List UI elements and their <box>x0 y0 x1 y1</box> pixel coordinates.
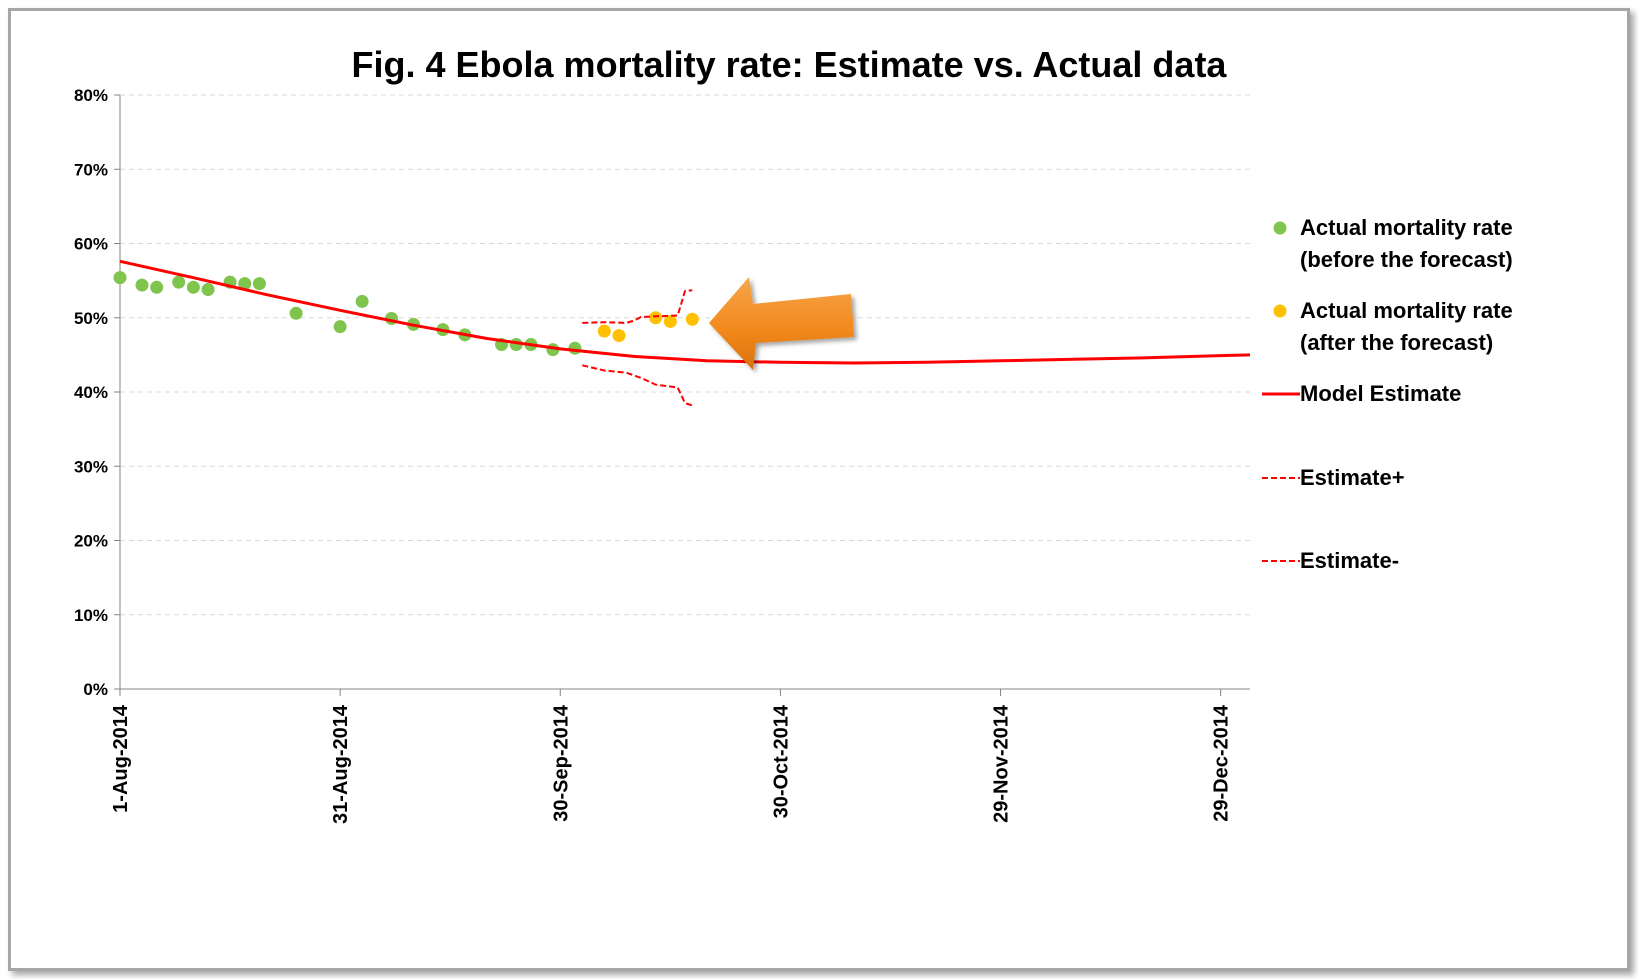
data-point <box>685 312 699 326</box>
data-point <box>597 324 611 338</box>
chart-svg: Fig. 4 Ebola mortality rate: Estimate vs… <box>74 44 1513 824</box>
legend-marker <box>1273 304 1287 318</box>
data-point <box>113 271 127 285</box>
annotation-layer <box>709 277 854 370</box>
data-point <box>289 306 303 320</box>
chart-frame: Fig. 4 Ebola mortality rate: Estimate vs… <box>8 8 1630 971</box>
y-tick-label: 50% <box>74 309 108 328</box>
legend-label: (before the forecast) <box>1300 247 1513 272</box>
axis-layer: 0% 10% 20% 30% 40% 50% 60% 70% 80% 1-Aug-2014 31-A… <box>74 86 1250 824</box>
data-point <box>135 278 149 292</box>
y-tick-label: 40% <box>74 383 108 402</box>
x-tick-label: 1-Aug-2014 <box>110 704 132 813</box>
legend-label: Model Estimate <box>1300 381 1461 406</box>
legend-label: Estimate- <box>1300 548 1399 573</box>
legend-label: (after the forecast) <box>1300 330 1493 355</box>
annotation-arrow <box>709 277 854 370</box>
legend-label: Actual mortality rate <box>1300 215 1513 240</box>
y-tick-label: 60% <box>74 235 108 254</box>
grid-layer <box>120 94 1250 616</box>
y-tick-label: 10% <box>74 606 108 625</box>
series-layer <box>113 259 1251 407</box>
data-point <box>150 280 164 294</box>
x-tick-label: 31-Aug-2014 <box>330 704 352 824</box>
x-tick-label: 29-Nov-2014 <box>991 704 1013 823</box>
chart-title: Fig. 4 Ebola mortality rate: Estimate vs… <box>352 44 1228 85</box>
model-estimate-line <box>119 259 1251 365</box>
data-point <box>172 275 186 289</box>
scatter-series <box>597 311 699 343</box>
data-point <box>333 320 347 334</box>
x-tick-label: 29-Dec-2014 <box>1211 704 1233 822</box>
y-tick-label: 30% <box>74 457 108 476</box>
estimate-bound-line <box>582 364 693 407</box>
data-point <box>568 341 582 355</box>
data-point <box>663 314 677 328</box>
x-tick-label: 30-Sep-2014 <box>550 704 572 822</box>
y-tick-label: 0% <box>83 680 108 699</box>
legend-label: Actual mortality rate <box>1300 298 1513 323</box>
data-point <box>612 329 626 343</box>
estimate-bound-line <box>582 289 693 324</box>
data-point <box>186 280 200 294</box>
y-tick-label: 70% <box>74 160 108 179</box>
data-point <box>201 283 215 297</box>
legend: Actual mortality rate (before the forecas… <box>1262 215 1513 573</box>
data-point <box>252 277 266 291</box>
legend-marker <box>1273 221 1287 235</box>
legend-label: Estimate+ <box>1300 465 1405 490</box>
data-point <box>238 277 252 291</box>
data-point <box>355 294 369 308</box>
y-tick-label: 80% <box>74 86 108 105</box>
data-point <box>649 311 663 325</box>
y-tick-label: 20% <box>74 532 108 551</box>
x-tick-label: 30-Oct-2014 <box>770 704 792 818</box>
